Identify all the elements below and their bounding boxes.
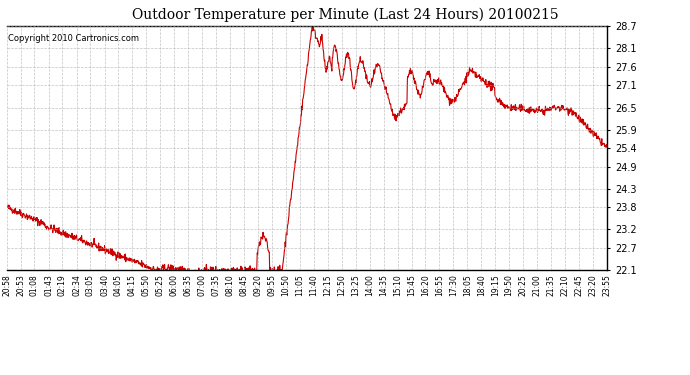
Text: Copyright 2010 Cartronics.com: Copyright 2010 Cartronics.com — [8, 34, 139, 43]
Text: Outdoor Temperature per Minute (Last 24 Hours) 20100215: Outdoor Temperature per Minute (Last 24 … — [132, 8, 558, 22]
